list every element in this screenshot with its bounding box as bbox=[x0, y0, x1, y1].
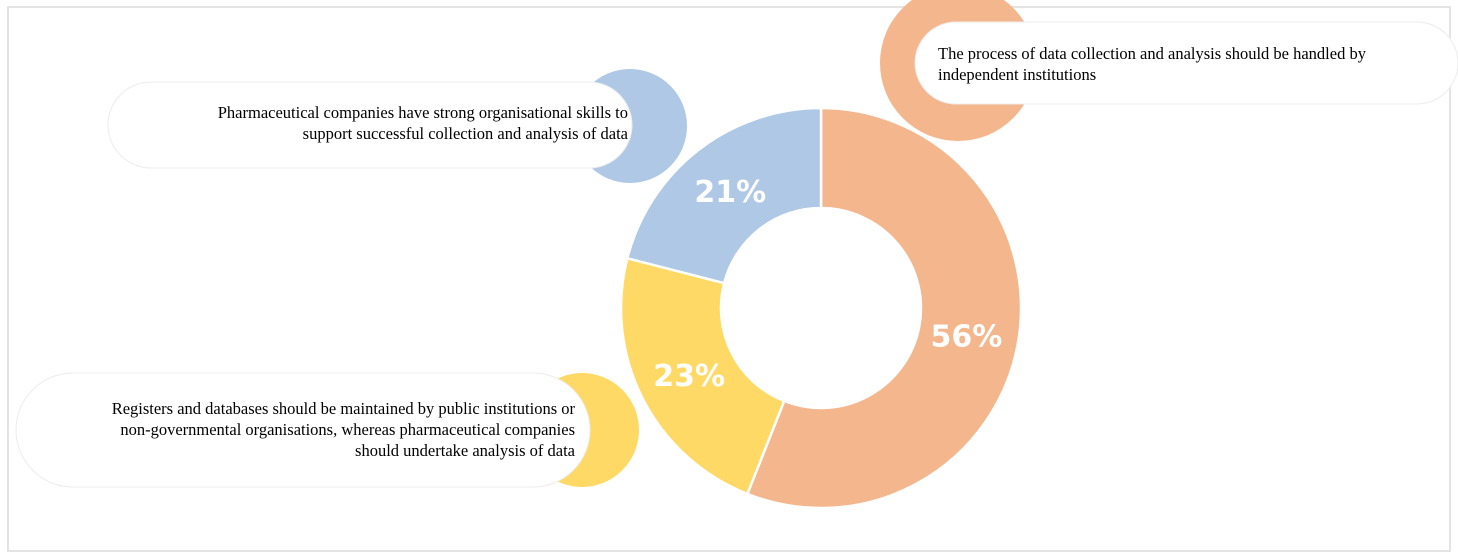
legend-callout-box bbox=[107, 81, 633, 169]
donut-slice-56 bbox=[745, 106, 1023, 510]
legend-label: Pharmaceutical companies have strong org… bbox=[218, 103, 629, 143]
legend-label-line: The process of data collection and analy… bbox=[938, 44, 1367, 63]
legend-callout-box bbox=[914, 21, 1458, 105]
legend-label-line: should undertake analysis of data bbox=[355, 441, 576, 460]
legend-callout-1: The process of data collection and analy… bbox=[880, 0, 1458, 141]
slice-value-label: 21% bbox=[694, 175, 766, 210]
legend-label: Registers and databases should be mainta… bbox=[112, 399, 576, 460]
legend-label-line: independent institutions bbox=[938, 65, 1096, 84]
slice-value-label: 56% bbox=[930, 320, 1002, 355]
legend-label-line: Registers and databases should be mainta… bbox=[112, 399, 576, 418]
donut-slice-21 bbox=[625, 106, 823, 285]
slice-value-label: 23% bbox=[653, 359, 725, 394]
legend-callout-box bbox=[15, 372, 591, 488]
legend-label-line: non-governmental organisations, whereas … bbox=[120, 420, 575, 439]
legend-label-line: support successful collection and analys… bbox=[303, 124, 629, 143]
legend-callout-3: Pharmaceutical companies have strong org… bbox=[107, 69, 687, 183]
legend-label: The process of data collection and analy… bbox=[938, 44, 1367, 84]
donut-slice-23 bbox=[619, 256, 786, 496]
legend-callout-2: Registers and databases should be mainta… bbox=[15, 372, 639, 488]
legend-label-line: Pharmaceutical companies have strong org… bbox=[218, 103, 628, 122]
